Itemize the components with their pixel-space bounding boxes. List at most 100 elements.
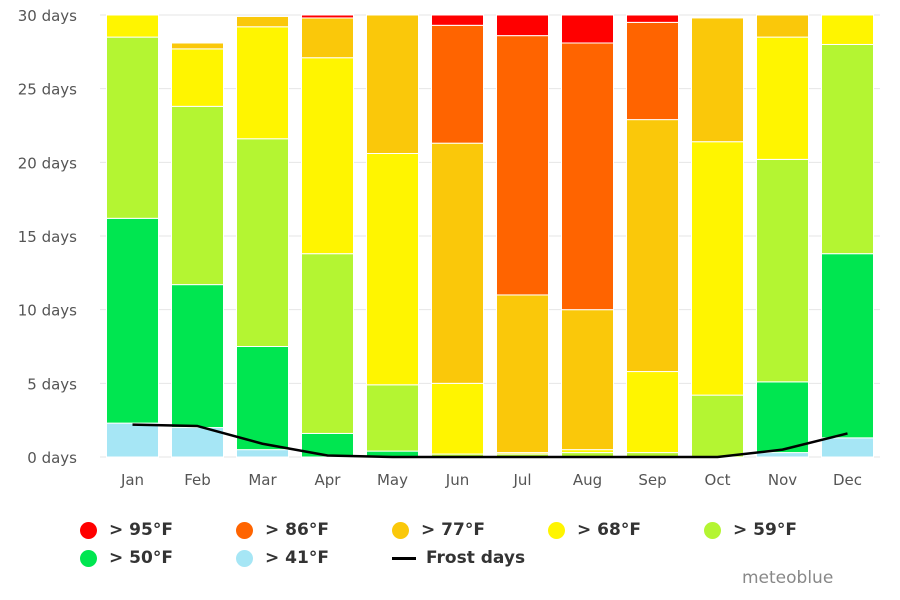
bar-segment-nov — [756, 452, 809, 458]
bar-segment-jan — [106, 422, 159, 458]
bar-segment-nov — [756, 36, 809, 160]
bar-segment-jan — [106, 14, 159, 38]
x-tick-label: Jul — [512, 471, 531, 489]
bar-segment-jun — [431, 24, 484, 144]
circle-swatch-icon — [236, 521, 253, 539]
bar-segment-oct — [691, 394, 744, 458]
x-tick-label: Sep — [638, 471, 666, 489]
legend-item[interactable]: > 95°F — [80, 520, 236, 540]
bar-segment-mar — [236, 449, 289, 458]
bar-segment-apr — [301, 14, 354, 19]
circle-swatch-icon — [548, 521, 565, 539]
x-tick-label: Feb — [184, 471, 211, 489]
legend-item[interactable]: Frost days — [392, 548, 612, 568]
legend-row: > 50°F > 41°F Frost days — [80, 544, 860, 572]
bar-segment-feb — [171, 105, 224, 286]
x-tick-label: Nov — [768, 471, 797, 489]
bars — [106, 14, 874, 458]
bar-segment-may — [366, 384, 419, 452]
bar-segment-mar — [236, 138, 289, 347]
bar-segment-dec — [821, 253, 874, 439]
x-tick-label: Aug — [573, 471, 602, 489]
x-tick-label: Jan — [120, 471, 144, 489]
x-tick-label: Mar — [248, 471, 277, 489]
circle-swatch-icon — [392, 521, 409, 539]
circle-swatch-icon — [704, 521, 721, 539]
bar-segment-oct — [691, 17, 744, 143]
bar-segment-jul — [496, 14, 549, 37]
bar-segment-mar — [236, 346, 289, 451]
bar-segment-nov — [756, 381, 809, 454]
bar-segment-jul — [496, 35, 549, 296]
legend-item[interactable]: > 50°F — [80, 548, 236, 568]
legend-item[interactable]: > 68°F — [548, 520, 704, 540]
bar-segment-jun — [431, 142, 484, 384]
y-tick-label: 5 days — [27, 375, 77, 393]
bar-segment-feb — [171, 284, 224, 429]
x-tick-label: Jun — [445, 471, 469, 489]
legend-label: > 59°F — [733, 520, 797, 540]
bar-segment-dec — [821, 437, 874, 458]
bar-segment-jun — [431, 14, 484, 26]
legend-label: > 77°F — [421, 520, 485, 540]
x-axis-tick-labels: Jan Feb Mar Apr May Jun Jul Aug Sep Oct Nov Dec — [120, 471, 862, 489]
y-tick-label: 15 days — [18, 228, 77, 246]
circle-swatch-icon — [80, 549, 97, 567]
bar-segment-may — [366, 14, 419, 154]
y-tick-label: 0 days — [27, 449, 77, 467]
legend-item[interactable]: > 59°F — [704, 520, 860, 540]
bar-segment-oct — [691, 141, 744, 396]
bar-segment-feb — [171, 42, 224, 50]
legend-label: > 68°F — [577, 520, 641, 540]
legend-label: > 41°F — [265, 548, 329, 568]
bar-segment-aug — [561, 42, 614, 311]
bar-segment-apr — [301, 57, 354, 255]
legend-label: > 95°F — [109, 520, 173, 540]
bar-segment-jul — [496, 294, 549, 454]
y-axis-tick-labels: 0 days 5 days 10 days 15 days 20 days 25 days… — [18, 7, 77, 467]
bar-segment-sep — [626, 14, 679, 23]
y-tick-label: 25 days — [18, 81, 77, 99]
bar-segment-dec — [821, 14, 874, 45]
bar-segment-may — [366, 152, 419, 386]
circle-swatch-icon — [80, 521, 97, 539]
frost-days-line — [132, 423, 848, 459]
x-tick-label: Oct — [705, 471, 731, 489]
bar-segment-nov — [756, 14, 809, 38]
legend-label: > 86°F — [265, 520, 329, 540]
x-tick-label: Apr — [315, 471, 342, 489]
legend-label: Frost days — [426, 548, 526, 568]
bar-segment-aug — [561, 14, 614, 44]
y-tick-label: 10 days — [18, 302, 77, 320]
bar-segment-sep — [626, 119, 679, 373]
legend: > 95°F > 86°F > 77°F > 68°F > 59°F > 50°F > 41… — [80, 516, 860, 572]
bar-segment-jan — [106, 217, 159, 424]
bar-segment-dec — [821, 43, 874, 255]
frost-days-series-line — [132, 423, 848, 459]
legend-item[interactable]: > 77°F — [392, 520, 548, 540]
bar-segment-feb — [171, 48, 224, 107]
bar-segment-apr — [301, 253, 354, 434]
x-tick-label: May — [377, 471, 408, 489]
bar-segment-apr — [301, 17, 354, 59]
bar-segment-mar — [236, 15, 289, 28]
y-tick-label: 30 days — [18, 7, 77, 25]
legend-row: > 95°F > 86°F > 77°F > 68°F > 59°F — [80, 516, 860, 544]
bar-segment-mar — [236, 26, 289, 140]
meteoblue-credit: meteoblue — [742, 568, 834, 588]
bar-segment-sep — [626, 21, 679, 121]
bar-segment-sep — [626, 371, 679, 454]
stacked-bar-chart: 0 days 5 days 10 days 15 days 20 days 25 days… — [18, 7, 880, 489]
legend-item[interactable]: > 41°F — [236, 548, 392, 568]
x-tick-label: Dec — [833, 471, 862, 489]
y-tick-label: 20 days — [18, 154, 77, 172]
legend-item[interactable]: > 86°F — [236, 520, 392, 540]
circle-swatch-icon — [236, 549, 253, 567]
bar-segment-jun — [431, 382, 484, 455]
grid-lines — [100, 14, 880, 458]
bar-segment-nov — [756, 158, 809, 383]
bar-segment-feb — [171, 427, 224, 458]
legend-label: > 50°F — [109, 548, 173, 568]
bar-segment-jan — [106, 36, 159, 219]
line-swatch-icon — [392, 556, 416, 560]
